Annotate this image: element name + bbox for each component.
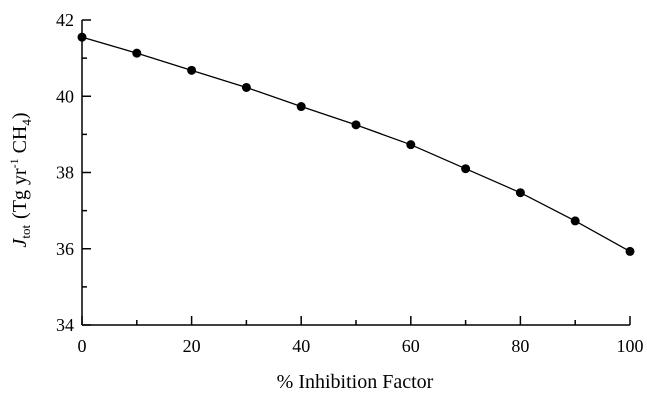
- y-axis-title-mid: CH: [9, 126, 31, 159]
- data-point: [296, 102, 306, 112]
- y-axis-title: Jtot (Tg yr-1 CH4): [7, 112, 34, 247]
- ticks: [81, 19, 631, 326]
- y-tick-label: 40: [56, 86, 74, 106]
- y-axis-title-open: (Tg yr: [9, 168, 31, 219]
- x-tick-label: 60: [402, 336, 420, 356]
- y-tick-label: 42: [56, 10, 74, 30]
- data-point: [461, 164, 471, 174]
- x-tick-label: 80: [511, 336, 529, 356]
- data-point: [570, 216, 580, 226]
- x-axis-title: % Inhibition Factor: [277, 371, 434, 393]
- x-tick-label: 40: [292, 336, 310, 356]
- data-point: [625, 246, 635, 256]
- axes: [81, 20, 630, 326]
- data-point: [241, 82, 251, 92]
- data-point: [187, 65, 197, 75]
- series-line: [81, 36, 631, 252]
- series-layer: [77, 32, 635, 256]
- data-point: [406, 140, 416, 150]
- data-point: [515, 188, 525, 198]
- data-point: [351, 120, 361, 130]
- x-tick-label: 20: [183, 336, 201, 356]
- data-point: [77, 32, 87, 42]
- tick-labels: 34 36 38 40 42 0 20 40 60 80 100: [56, 10, 644, 356]
- y-axis-title-sub: 4: [19, 119, 34, 126]
- y-axis-title-symbol-sub: tot: [18, 225, 33, 239]
- data-point: [132, 48, 142, 58]
- x-tick-label: 0: [78, 336, 87, 356]
- x-tick-label: 100: [617, 336, 644, 356]
- y-tick-label: 36: [56, 239, 74, 259]
- y-tick-label: 34: [56, 315, 74, 335]
- y-axis-title-symbol: J: [9, 238, 31, 248]
- y-axis-title-sup: -1: [7, 158, 21, 168]
- y-tick-label: 38: [56, 163, 74, 183]
- y-axis-title-close: ): [9, 112, 31, 119]
